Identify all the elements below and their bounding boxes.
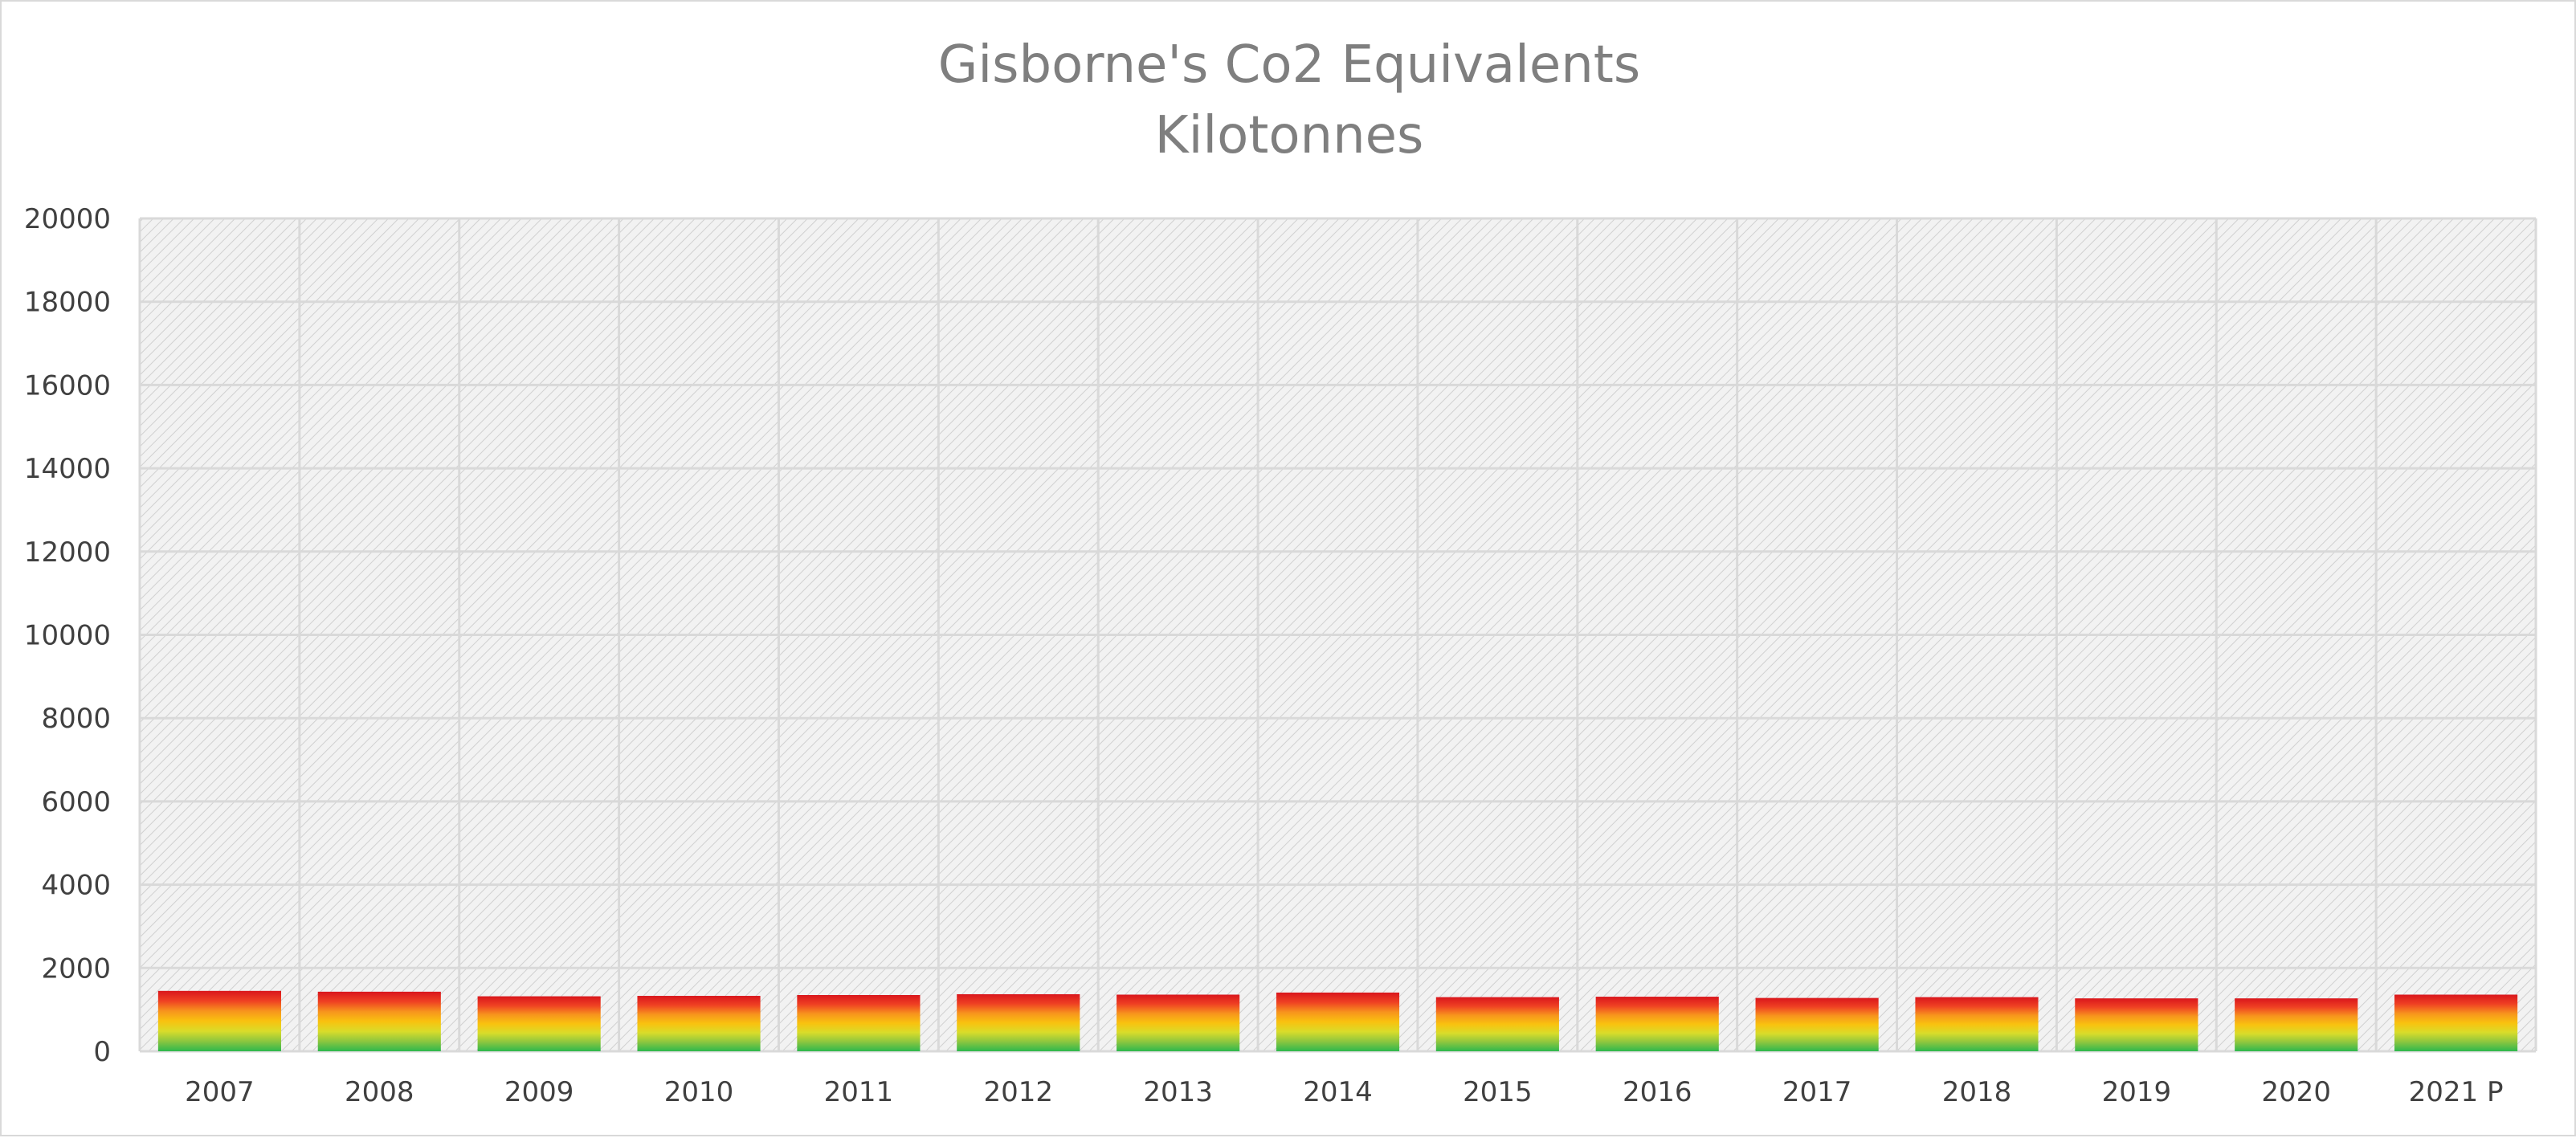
x-tick-label: 2007 <box>185 1076 255 1108</box>
bar-2019 <box>2075 998 2198 1051</box>
x-tick-label: 2015 <box>1463 1076 1533 1108</box>
bar-2007 <box>157 990 281 1051</box>
bar-2009 <box>477 996 601 1051</box>
x-tick-label: 2018 <box>1942 1076 2012 1108</box>
x-tick-label: 2010 <box>664 1076 734 1108</box>
y-tick-label: 10000 <box>24 620 111 652</box>
bars <box>157 990 2518 1051</box>
x-tick-label: 2021 P <box>2409 1076 2504 1108</box>
x-tick-label: 2011 <box>824 1076 894 1108</box>
chart-subtitle: Kilotonnes <box>1155 106 1424 165</box>
y-axis-ticks: 0 2000 4000 6000 8000 10000 12000 14000 16000 180… <box>24 203 111 1068</box>
y-tick-label: 0 <box>93 1036 111 1068</box>
bar-2013 <box>1117 994 1240 1051</box>
y-tick-label: 8000 <box>41 703 111 735</box>
bar-2011 <box>797 995 921 1051</box>
x-tick-label: 2016 <box>1623 1076 1692 1108</box>
x-tick-label: 2014 <box>1303 1076 1373 1108</box>
y-tick-label: 2000 <box>41 952 111 985</box>
bar-2020 <box>2235 998 2358 1051</box>
y-tick-label: 6000 <box>41 786 111 818</box>
y-tick-label: 4000 <box>41 870 111 902</box>
bar-2018 <box>1915 997 2039 1051</box>
y-tick-label: 18000 <box>24 287 111 319</box>
bar-2014 <box>1276 992 1400 1051</box>
y-tick-label: 14000 <box>24 453 111 485</box>
chart-title: Gisborne's Co2 Equivalents <box>938 35 1640 95</box>
x-tick-label: 2019 <box>2102 1076 2172 1108</box>
bar-2012 <box>957 993 1080 1051</box>
y-tick-label: 12000 <box>24 536 111 569</box>
bar-2008 <box>317 991 441 1051</box>
gridlines <box>138 217 2537 1053</box>
x-axis-ticks: 2007 2008 2009 2010 2011 2012 2013 2014 2015 2016… <box>185 1076 2503 1108</box>
x-tick-label: 2017 <box>1782 1076 1852 1108</box>
y-tick-label: 20000 <box>24 203 111 235</box>
bar-2015 <box>1435 997 1559 1051</box>
x-tick-label: 2008 <box>345 1076 414 1108</box>
x-tick-label: 2012 <box>984 1076 1054 1108</box>
x-tick-label: 2009 <box>504 1076 574 1108</box>
bar-2021-p <box>2394 994 2518 1051</box>
bar-2017 <box>1755 997 1879 1051</box>
y-tick-label: 16000 <box>24 369 111 402</box>
bar-2016 <box>1595 997 1719 1051</box>
bar-2010 <box>637 996 761 1051</box>
x-tick-label: 2013 <box>1143 1076 1213 1108</box>
x-tick-label: 2020 <box>2261 1076 2331 1108</box>
